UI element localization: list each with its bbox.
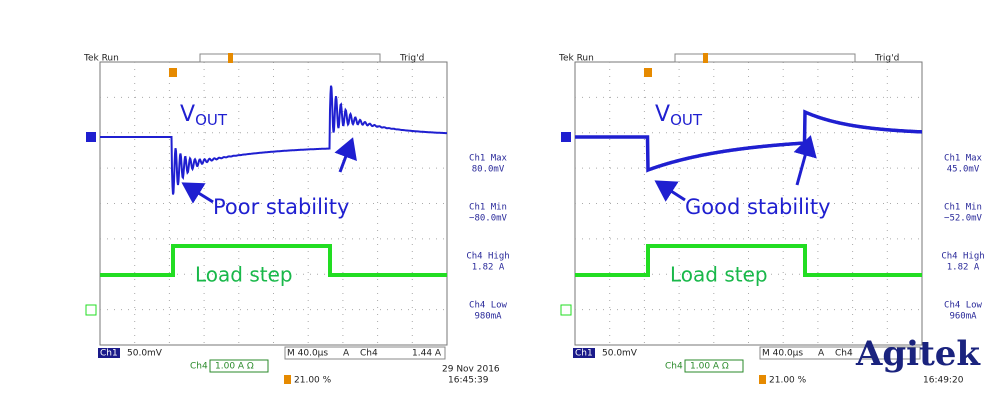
capture-date: 29 Nov 2016 [442, 365, 500, 375]
vout-sub: OUT [195, 111, 228, 129]
capture-time: 16:45:39 [448, 376, 489, 386]
ch4-scale: 1.00 A Ω [690, 362, 729, 372]
timebase: M 40.0µs [287, 349, 328, 359]
ch4-marker [560, 304, 572, 316]
trigger-mode: A [818, 349, 825, 359]
ch1-badge [573, 348, 595, 358]
readout-label: Ch1 Min [469, 203, 507, 213]
trigger-source: Ch4 [360, 349, 378, 359]
scope-grid-frame [574, 61, 923, 346]
position-marker [284, 375, 291, 384]
ch4-scale-box [209, 359, 269, 373]
scope-grid-frame [99, 61, 448, 346]
ch1-marker [86, 132, 96, 142]
record-marker [228, 53, 233, 63]
timebase-box [284, 346, 446, 360]
readout-value: 1.82 A [472, 263, 505, 273]
vout-waveform [100, 85, 447, 195]
status-text: Tek Run [83, 54, 119, 64]
load-step-label: Load step [670, 263, 768, 287]
readout-label: Ch4 High [466, 252, 509, 262]
ch1-badge-text: Ch1 [100, 349, 118, 359]
readout-value: 45.0mV [947, 165, 980, 175]
ch4-label: Ch4 [665, 362, 683, 372]
timebase: M 40.0µs [762, 349, 803, 359]
timebase-box [759, 346, 921, 360]
readout-label: Ch4 Low [469, 301, 508, 311]
ch1-badge-text: Ch1 [575, 349, 593, 359]
vout-label: VOUT [655, 102, 703, 129]
vout-label: VOUT [180, 102, 228, 129]
ch1-badge [98, 348, 120, 358]
record-marker [703, 53, 708, 63]
readout-label: Ch4 High [941, 252, 984, 262]
ch4-scale: 1.00 A Ω [215, 362, 254, 372]
readout-value: 960mA [949, 312, 977, 322]
trigger-mode: A [343, 349, 350, 359]
ch1-marker [561, 132, 571, 142]
readout-value: 1.82 A [947, 263, 980, 273]
readout-label: Ch4 Low [944, 301, 983, 311]
readout-label: Ch1 Min [944, 203, 982, 213]
brand-logo: Agitek [855, 334, 981, 374]
readout-value: −80.0mV [469, 214, 508, 224]
annotation-arrow [654, 180, 686, 202]
stability-annotation: Poor stability [213, 195, 349, 219]
readout-label: Ch1 Max [944, 154, 983, 164]
readout-value: 80.0mV [472, 165, 505, 175]
record-bar [674, 53, 856, 63]
position-marker [759, 375, 766, 384]
horizontal-position: 21.00 % [294, 376, 332, 386]
record-bar [199, 53, 381, 63]
stability-annotation: Good stability [685, 195, 831, 219]
ch4-label: Ch4 [190, 362, 208, 372]
annotation-arrow [334, 137, 357, 173]
ch4-scale-box [684, 359, 744, 373]
trigger-pos-marker [644, 68, 652, 77]
capture-time: 16:49:20 [923, 376, 964, 386]
trigger-level: 1.44 A [412, 349, 442, 359]
trigger-source: Ch4 [835, 349, 853, 359]
vout-waveform [575, 109, 922, 173]
ch1-scale: 50.0mV [602, 349, 638, 359]
annotation-arrow [793, 135, 817, 186]
scope-panel: Tek Run Trig'd VOUT Poor stability Load step… [83, 53, 510, 386]
ch4-marker [85, 304, 97, 316]
readout-value: −52.0mV [944, 214, 983, 224]
trigger-text: Trig'd [874, 54, 899, 64]
status-text: Tek Run [558, 54, 594, 64]
readout-label: Ch1 Max [469, 154, 508, 164]
annotation-arrow [181, 182, 214, 204]
vout-sub: OUT [670, 111, 703, 129]
vout-main: V [180, 102, 195, 127]
trigger-pos-marker [169, 68, 177, 77]
load-step-label: Load step [195, 263, 293, 287]
horizontal-position: 21.00 % [769, 376, 807, 386]
ch1-scale: 50.0mV [127, 349, 163, 359]
trigger-text: Trig'd [399, 54, 424, 64]
load-waveform [575, 244, 922, 277]
load-waveform [100, 244, 447, 277]
vout-main: V [655, 102, 670, 127]
readout-value: 980mA [474, 312, 502, 322]
scope-panel: Tek Run Trig'd VOUT Good stability Load step… [558, 53, 985, 386]
